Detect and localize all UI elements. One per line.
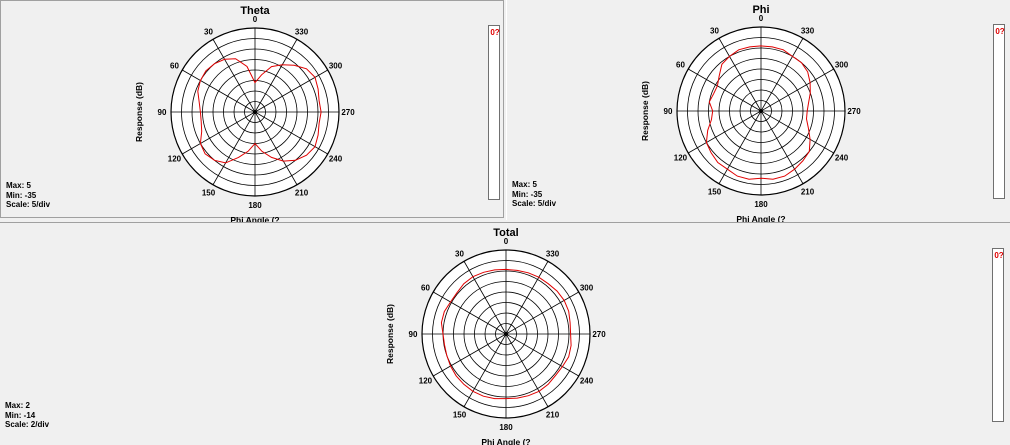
theta-spoke [254,111,298,185]
total-polar-chart: 0 30 60 90 120 150 180 210 240 270 300 330 Total Phi … [385,227,606,445]
total-max-label: Max: 2 [5,401,30,410]
total-angle-tick-label: 120 [419,377,433,386]
total-spoke [505,291,579,335]
theta-angle-tick-label: 90 [158,108,167,117]
phi-angle-tick-label: 30 [710,26,719,35]
theta-title: Theta [240,5,270,17]
theta-angle-tick-label: 240 [329,155,343,164]
phi-angle-tick-label: 330 [801,26,815,35]
total-angle-tick-label: 210 [546,411,560,420]
total-spoke [463,333,507,407]
theta-angle-tick-label: 30 [204,27,213,36]
total-angle-tick-label: 150 [453,411,467,420]
theta-stats: Max: 5 Min: -35 Scale: 5/div [6,181,50,210]
phi-y-axis-label: Response (dB) [640,81,650,141]
total-angle-tick-label: 240 [580,377,594,386]
theta-angle-tick-label: 180 [248,201,262,210]
phi-min-label: Min: -35 [512,189,543,199]
total-angle-tick-label: 90 [409,330,418,339]
phi-legend-label: 0? [995,27,1005,36]
total-response-curve [440,268,572,400]
theta-spoke [254,39,298,113]
theta-angle-tick-label: 300 [329,62,343,71]
theta-angle-tick-label: 210 [295,189,309,198]
total-spoke [433,291,507,335]
phi-spoke [718,110,762,184]
theta-angle-tick-label: 150 [202,189,216,198]
theta-angle-tick-label: 60 [170,62,179,71]
phi-spoke [688,68,762,112]
phi-spoke [760,68,834,112]
total-legend-label: 0? [994,251,1004,260]
total-spoke [463,261,507,335]
theta-angle-tick-label: 120 [168,155,182,164]
total-angle-tick-label: 30 [455,249,464,258]
phi-angle-tick-label: 150 [708,188,722,197]
phi-scale-label: Scale: 5/div [512,199,557,208]
total-scale-label: Scale: 2/div [5,420,50,429]
phi-angle-tick-label: 210 [801,188,815,197]
total-min-label: Min: -14 [5,410,36,420]
theta-polar-chart: 0 30 60 90 120 150 180 210 240 270 300 330 Theta Phi … [134,5,355,225]
total-y-axis-label: Response (dB) [385,304,395,364]
total-spoke [505,333,579,377]
theta-center-point [253,110,257,114]
phi-angle-tick-label: 60 [676,61,685,70]
theta-response-curve [197,58,322,164]
phi-angle-tick-label: 300 [835,61,849,70]
phi-angle-tick-label: 270 [847,107,861,116]
total-panel: 0 30 60 90 120 150 180 210 240 270 300 330 Total Phi … [0,222,1010,445]
theta-spoke [254,69,328,113]
phi-spoke [718,38,762,112]
total-x-axis-label: Phi Angle (? [481,437,530,445]
theta-spoke [254,111,328,155]
theta-angle-tick-label: 330 [295,27,309,36]
phi-max-label: Max: 5 [512,180,537,189]
theta-legend: 0? [488,25,500,200]
total-angle-tick-label: 330 [546,249,560,258]
phi-spoke [688,110,762,154]
phi-angle-tick-label: 180 [754,200,768,209]
phi-legend: 0? [993,24,1005,199]
theta-panel: 0 30 60 90 120 150 180 210 240 270 300 330 Theta Phi … [0,0,504,225]
total-spoke [505,333,549,407]
phi-stats: Max: 5 Min: -35 Scale: 5/div [512,180,556,209]
phi-angle-tick-label: 0 [759,14,764,23]
theta-x-axis-label: Phi Angle (? [230,215,279,225]
theta-spoke [212,111,256,185]
theta-angle-tick-label: 270 [341,108,355,117]
total-angle-tick-label: 60 [421,284,430,293]
theta-y-axis-label: Response (dB) [134,82,144,142]
theta-spoke [182,69,256,113]
total-angle-tick-label: 300 [580,284,594,293]
phi-panel: 0 30 60 90 120 150 180 210 240 270 300 330 Phi Phi An… [506,0,1010,224]
theta-spoke [212,39,256,113]
total-angle-tick-label: 0 [504,237,509,246]
theta-angle-tick-label: 0 [253,15,258,24]
phi-title: Phi [752,4,769,16]
phi-angle-tick-label: 90 [664,107,673,116]
theta-min-label: Min: -35 [6,190,37,200]
phi-angle-tick-label: 240 [835,154,849,163]
total-angle-tick-label: 180 [499,423,513,432]
total-stats: Max: 2 Min: -14 Scale: 2/div [5,401,49,430]
phi-spoke [760,110,804,184]
theta-spoke [182,111,256,155]
theta-max-label: Max: 5 [6,181,31,190]
total-legend: 0? [992,248,1004,422]
phi-polar-chart: 0 30 60 90 120 150 180 210 240 270 300 330 Phi Phi An… [640,4,861,224]
total-angle-tick-label: 270 [592,330,606,339]
total-title: Total [493,227,518,239]
phi-center-point [759,109,763,113]
phi-response-curve [705,45,811,180]
phi-angle-tick-label: 120 [674,154,688,163]
theta-legend-label: 0? [490,28,500,37]
phi-spoke [760,110,834,154]
total-spoke [505,261,549,335]
total-spoke [433,333,507,377]
theta-scale-label: Scale: 5/div [6,200,51,209]
phi-spoke [760,38,804,112]
phi-x-axis-label: Phi Angle (? [736,214,785,224]
total-center-point [504,332,508,336]
